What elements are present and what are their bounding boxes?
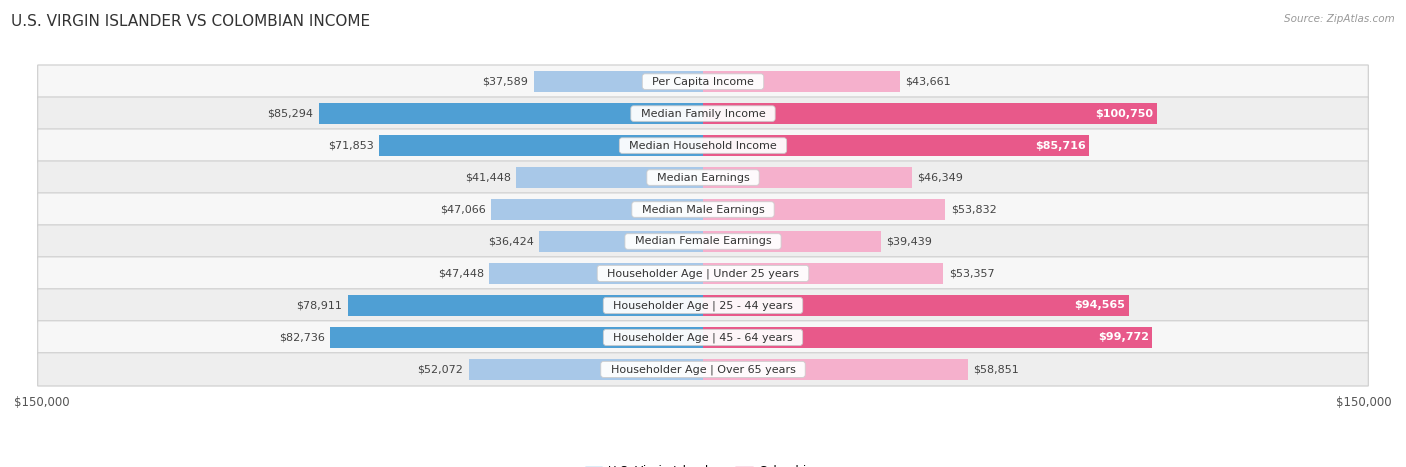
Text: $36,424: $36,424	[488, 236, 534, 247]
Text: $46,349: $46,349	[917, 172, 963, 183]
FancyBboxPatch shape	[38, 353, 1368, 386]
Bar	[703, 198, 945, 220]
FancyBboxPatch shape	[38, 321, 1368, 354]
Text: Median Male Earnings: Median Male Earnings	[634, 205, 772, 214]
FancyBboxPatch shape	[38, 97, 1368, 130]
Bar	[330, 326, 703, 348]
Text: $94,565: $94,565	[1074, 300, 1125, 311]
FancyBboxPatch shape	[38, 161, 1368, 194]
Text: $47,448: $47,448	[437, 269, 484, 278]
Text: U.S. VIRGIN ISLANDER VS COLOMBIAN INCOME: U.S. VIRGIN ISLANDER VS COLOMBIAN INCOME	[11, 14, 370, 29]
Bar	[703, 231, 880, 252]
Text: $85,294: $85,294	[267, 109, 314, 119]
Bar	[468, 359, 703, 380]
Text: $47,066: $47,066	[440, 205, 485, 214]
Bar	[347, 295, 703, 316]
Text: $85,716: $85,716	[1035, 141, 1085, 150]
Text: $100,750: $100,750	[1095, 109, 1153, 119]
Text: Per Capita Income: Per Capita Income	[645, 77, 761, 86]
Text: Median Earnings: Median Earnings	[650, 172, 756, 183]
Bar	[491, 198, 703, 220]
Bar	[703, 71, 900, 92]
Text: $39,439: $39,439	[886, 236, 932, 247]
Bar	[703, 103, 1157, 125]
Text: Median Household Income: Median Household Income	[621, 141, 785, 150]
Text: Householder Age | Under 25 years: Householder Age | Under 25 years	[600, 268, 806, 279]
Bar	[538, 231, 703, 252]
Text: $99,772: $99,772	[1098, 333, 1149, 342]
FancyBboxPatch shape	[38, 65, 1368, 98]
FancyBboxPatch shape	[38, 289, 1368, 322]
Text: $52,072: $52,072	[418, 364, 463, 375]
Bar	[516, 167, 703, 188]
Text: $78,911: $78,911	[297, 300, 342, 311]
Text: $43,661: $43,661	[905, 77, 950, 86]
FancyBboxPatch shape	[38, 225, 1368, 258]
Bar	[534, 71, 703, 92]
Text: $58,851: $58,851	[973, 364, 1019, 375]
Legend: U.S. Virgin Islander, Colombian: U.S. Virgin Islander, Colombian	[579, 460, 827, 467]
FancyBboxPatch shape	[38, 193, 1368, 226]
Text: $82,736: $82,736	[280, 333, 325, 342]
Bar	[703, 262, 943, 284]
Text: $53,357: $53,357	[949, 269, 994, 278]
Text: $53,832: $53,832	[950, 205, 997, 214]
Text: Source: ZipAtlas.com: Source: ZipAtlas.com	[1284, 14, 1395, 24]
Text: $71,853: $71,853	[329, 141, 374, 150]
FancyBboxPatch shape	[38, 257, 1368, 290]
Bar	[703, 359, 967, 380]
Bar	[703, 326, 1153, 348]
Text: Median Family Income: Median Family Income	[634, 109, 772, 119]
Text: $150,000: $150,000	[14, 396, 70, 410]
Text: Median Female Earnings: Median Female Earnings	[627, 236, 779, 247]
Bar	[703, 295, 1129, 316]
FancyBboxPatch shape	[38, 129, 1368, 162]
Bar	[380, 134, 703, 156]
Bar	[703, 134, 1090, 156]
Bar	[319, 103, 703, 125]
Text: $37,589: $37,589	[482, 77, 529, 86]
Bar	[489, 262, 703, 284]
Bar	[703, 167, 911, 188]
Text: Householder Age | 25 - 44 years: Householder Age | 25 - 44 years	[606, 300, 800, 311]
Text: $150,000: $150,000	[1336, 396, 1392, 410]
Text: Householder Age | Over 65 years: Householder Age | Over 65 years	[603, 364, 803, 375]
Text: $41,448: $41,448	[465, 172, 510, 183]
Text: Householder Age | 45 - 64 years: Householder Age | 45 - 64 years	[606, 332, 800, 343]
